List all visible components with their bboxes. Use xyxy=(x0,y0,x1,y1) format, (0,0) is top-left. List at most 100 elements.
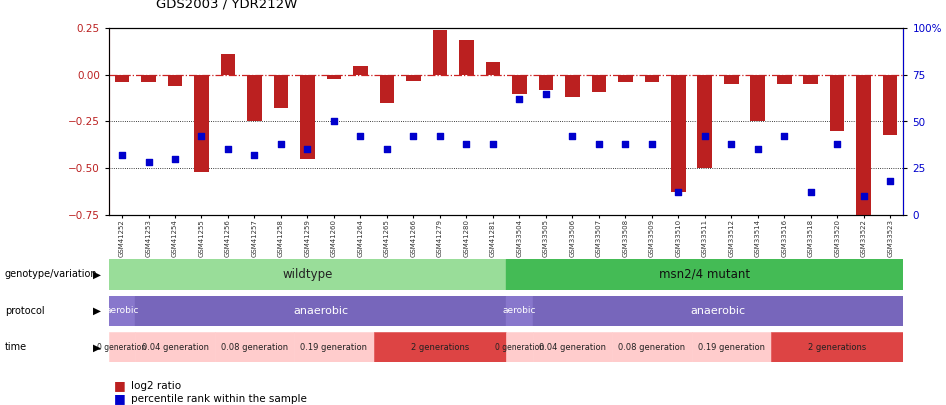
Bar xyxy=(671,75,686,192)
Text: wildtype: wildtype xyxy=(282,268,333,281)
Point xyxy=(326,118,342,125)
Bar xyxy=(618,75,633,82)
Text: 0.04 generation: 0.04 generation xyxy=(539,343,605,352)
Bar xyxy=(215,332,294,362)
Bar xyxy=(591,75,606,92)
Point xyxy=(300,146,315,153)
Point xyxy=(538,90,553,97)
Text: genotype/variation: genotype/variation xyxy=(5,269,97,279)
Point xyxy=(618,141,633,147)
Point xyxy=(273,141,289,147)
Bar xyxy=(697,75,712,168)
Point xyxy=(141,159,156,166)
Text: 0.19 generation: 0.19 generation xyxy=(301,343,367,352)
Point xyxy=(247,152,262,158)
Text: 2 generations: 2 generations xyxy=(411,343,469,352)
Text: ▶: ▶ xyxy=(94,342,101,352)
Point xyxy=(485,141,500,147)
Text: anaerobic: anaerobic xyxy=(293,306,348,316)
Bar xyxy=(506,259,903,290)
Bar xyxy=(326,75,342,79)
Text: aerobic: aerobic xyxy=(105,306,139,315)
Bar xyxy=(109,296,135,326)
Bar xyxy=(485,62,500,75)
Point xyxy=(750,146,765,153)
Bar xyxy=(506,332,533,362)
Point xyxy=(856,193,871,199)
Text: 0.08 generation: 0.08 generation xyxy=(619,343,685,352)
Point xyxy=(432,133,447,140)
Text: msn2/4 mutant: msn2/4 mutant xyxy=(659,268,750,281)
Bar xyxy=(771,332,903,362)
Bar xyxy=(220,54,236,75)
Bar xyxy=(135,296,506,326)
Point xyxy=(565,133,580,140)
Bar xyxy=(506,296,533,326)
Bar xyxy=(300,75,315,159)
Bar xyxy=(432,30,447,75)
Text: 0.04 generation: 0.04 generation xyxy=(142,343,208,352)
Bar xyxy=(135,332,215,362)
Bar xyxy=(565,75,580,97)
Point xyxy=(194,133,209,140)
Point xyxy=(379,146,394,153)
Bar xyxy=(724,75,739,84)
Point xyxy=(671,189,686,196)
Point xyxy=(724,141,739,147)
Bar xyxy=(533,332,612,362)
Bar xyxy=(856,75,871,215)
Point xyxy=(512,96,527,102)
Text: 0.19 generation: 0.19 generation xyxy=(698,343,764,352)
Text: log2 ratio: log2 ratio xyxy=(131,381,181,390)
Text: percentile rank within the sample: percentile rank within the sample xyxy=(131,394,307,404)
Point xyxy=(591,141,606,147)
Text: 0.08 generation: 0.08 generation xyxy=(221,343,288,352)
Bar xyxy=(406,75,421,81)
Text: 0 generation: 0 generation xyxy=(495,343,544,352)
Text: ▶: ▶ xyxy=(94,269,101,279)
Bar xyxy=(114,75,130,82)
Bar xyxy=(692,332,771,362)
Text: ■: ■ xyxy=(114,379,125,392)
Bar xyxy=(533,296,903,326)
Point xyxy=(644,141,659,147)
Text: 0 generation: 0 generation xyxy=(97,343,147,352)
Point xyxy=(353,133,368,140)
Point xyxy=(697,133,712,140)
Text: aerobic: aerobic xyxy=(502,306,536,315)
Point xyxy=(777,133,792,140)
Bar xyxy=(194,75,209,172)
Point xyxy=(220,146,236,153)
Bar xyxy=(512,75,527,94)
Bar xyxy=(167,75,183,86)
Bar xyxy=(294,332,374,362)
Point xyxy=(114,152,130,158)
Bar xyxy=(379,75,394,103)
Bar xyxy=(273,75,289,109)
Bar xyxy=(109,332,135,362)
Point xyxy=(883,178,898,184)
Bar xyxy=(141,75,156,82)
Bar xyxy=(830,75,845,131)
Bar xyxy=(353,66,368,75)
Text: ■: ■ xyxy=(114,392,125,405)
Text: ▶: ▶ xyxy=(94,306,101,316)
Text: anaerobic: anaerobic xyxy=(691,306,745,316)
Bar xyxy=(459,40,474,75)
Bar xyxy=(538,75,553,90)
Bar xyxy=(612,332,692,362)
Text: 2 generations: 2 generations xyxy=(808,343,867,352)
Text: time: time xyxy=(5,342,26,352)
Bar xyxy=(109,259,506,290)
Bar xyxy=(644,75,659,82)
Bar xyxy=(374,332,506,362)
Bar xyxy=(803,75,818,84)
Point xyxy=(459,141,474,147)
Bar xyxy=(883,75,898,134)
Text: GDS2003 / YDR212W: GDS2003 / YDR212W xyxy=(156,0,297,10)
Bar xyxy=(750,75,765,122)
Text: protocol: protocol xyxy=(5,306,44,316)
Point xyxy=(830,141,845,147)
Point xyxy=(406,133,421,140)
Bar xyxy=(247,75,262,122)
